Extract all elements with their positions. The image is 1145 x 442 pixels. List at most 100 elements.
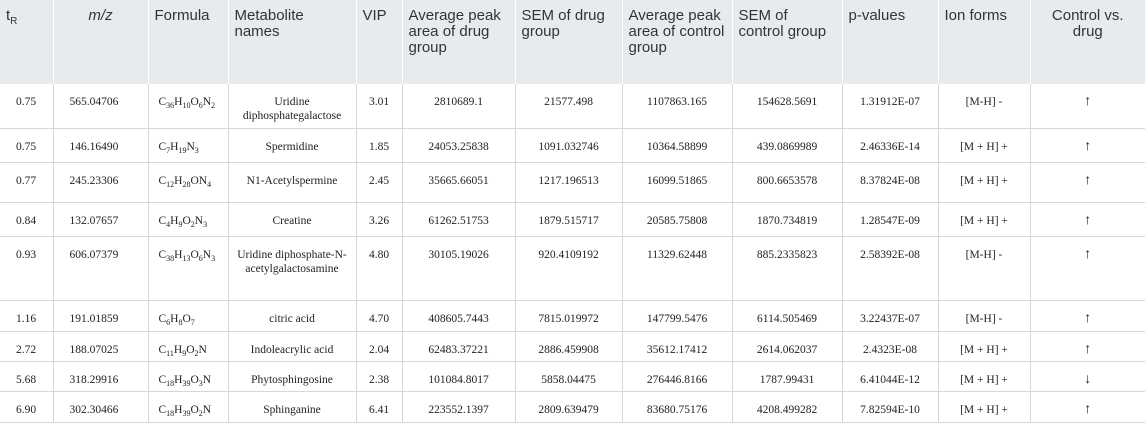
cell-retention-time: 6.90 <box>0 391 53 423</box>
table-row: 1.16 191.01859 C6H8O7 citric acid 4.70 408605… <box>0 300 1145 332</box>
cell-p-value: 2.4323E-08 <box>841 331 938 362</box>
cell-retention-time: 0.93 <box>0 236 53 301</box>
cell-direction-arrow: ↑ <box>1029 128 1145 163</box>
cell-formula: C18H39O3N <box>147 361 228 392</box>
formula-subscript: 39 <box>182 378 191 388</box>
cell-metabolite-name: Uridine diphosphate-N-acetylgalactosamin… <box>227 236 356 301</box>
cell-avg-control: 147799.5476 <box>621 300 732 332</box>
cell-avg-control: 1107863.165 <box>621 84 732 129</box>
formula-element: C <box>158 214 167 227</box>
cell-metabolite-name: Spermidine <box>227 128 356 163</box>
formula-element: C <box>158 174 167 187</box>
cell-ion-form: [M + H] + <box>937 162 1030 203</box>
cell-vip: 4.80 <box>355 236 402 301</box>
cell-sem-control: 154628.5691 <box>731 84 842 129</box>
cell-vip: 1.85 <box>355 128 402 163</box>
formula-element: C <box>158 403 167 416</box>
cell-ion-form: [M + H] + <box>937 331 1030 362</box>
cell-avg-control: 16099.51865 <box>621 162 732 203</box>
cell-direction-arrow: ↑ <box>1029 236 1145 301</box>
cell-retention-time: 0.75 <box>0 84 53 129</box>
cell-direction-arrow: ↑ <box>1029 300 1145 332</box>
formula-element: O <box>190 248 199 261</box>
cell-formula: C11H9O2N <box>147 331 228 362</box>
formula-subscript: 7 <box>190 317 195 327</box>
cell-sem-control: 4208.499282 <box>731 391 842 423</box>
header-sem-control: SEM of control group <box>731 0 842 84</box>
table-row: 6.90 302.30466 C18H39O2N Sphinganine 6.41 223… <box>0 391 1145 423</box>
cell-sem-drug: 1091.032746 <box>514 128 622 163</box>
header-mz: m/z <box>52 0 148 84</box>
cell-p-value: 6.41044E-12 <box>841 361 938 392</box>
cell-mz: 606.07379 <box>52 236 148 301</box>
cell-avg-drug: 62483.37221 <box>401 331 515 362</box>
formula-element: H <box>174 96 183 108</box>
cell-metabolite-name: Uridine diphosphategalactose <box>227 84 356 129</box>
formula-element: H <box>174 174 183 187</box>
cell-direction-arrow: ↑ <box>1029 202 1145 237</box>
cell-ion-form: [M + H] + <box>937 128 1030 163</box>
cell-sem-control: 1870.734819 <box>731 202 842 237</box>
cell-avg-control: 35612.17412 <box>621 331 732 362</box>
cell-avg-drug: 61262.51753 <box>401 202 515 237</box>
cell-sem-drug: 5858.04475 <box>514 361 622 392</box>
formula-subscript: 2 <box>198 408 203 418</box>
header-avg-drug: Average peak area of drug group <box>401 0 515 84</box>
header-metabolite-names: Metabolite names <box>227 0 356 84</box>
header-ion-forms: Ion forms <box>937 0 1030 84</box>
cell-sem-drug: 2809.639479 <box>514 391 622 423</box>
cell-sem-drug: 7815.019972 <box>514 300 622 332</box>
cell-avg-drug: 408605.7443 <box>401 300 515 332</box>
formula-element: C <box>158 96 167 108</box>
formula-element: N <box>186 140 195 153</box>
cell-sem-drug: 1879.515717 <box>514 202 622 237</box>
cell-avg-drug: 223552.1397 <box>401 391 515 423</box>
formula-element: H <box>174 248 183 261</box>
header-formula: Formula <box>147 0 228 84</box>
formula-element: O <box>190 403 199 416</box>
cell-formula: C7H19N3 <box>147 128 228 163</box>
header-control-vs-drug: Control vs. drug <box>1029 0 1145 84</box>
formula-element: N <box>202 403 212 416</box>
cell-retention-time: 2.72 <box>0 331 53 362</box>
cell-vip: 2.04 <box>355 331 402 362</box>
table-row: 0.84 132.07657 C4H9O2N3 Creatine 3.26 61262.5… <box>0 202 1145 237</box>
cell-ion-form: [M + H] + <box>937 361 1030 392</box>
formula-subscript: 13 <box>182 253 191 263</box>
cell-avg-control: 83680.75176 <box>621 391 732 423</box>
formula-element: C <box>158 312 167 325</box>
cell-mz: 565.04706 <box>52 84 148 129</box>
formula-element: H <box>173 343 183 356</box>
formula-element: C <box>158 140 167 153</box>
formula-element: O <box>190 373 199 386</box>
cell-retention-time: 0.77 <box>0 162 53 203</box>
formula-element: N <box>194 214 204 227</box>
cell-mz: 318.29916 <box>52 361 148 392</box>
cell-sem-control: 2614.062037 <box>731 331 842 362</box>
cell-retention-time: 0.84 <box>0 202 53 237</box>
header-vip: VIP <box>355 0 402 84</box>
cell-p-value: 1.31912E-07 <box>841 84 938 129</box>
header-retention-time: tR <box>6 7 18 27</box>
cell-avg-control: 10364.58899 <box>621 128 732 163</box>
formula-subscript: 19 <box>178 145 187 155</box>
formula-element: C <box>158 248 167 261</box>
formula-element: H <box>174 373 183 386</box>
header-sem-drug: SEM of drug group <box>514 0 622 84</box>
cell-mz: 302.30466 <box>52 391 148 423</box>
formula-subscript: 10 <box>182 101 191 110</box>
formula-subscript: 7 <box>166 145 171 155</box>
cell-avg-control: 11329.62448 <box>621 236 732 301</box>
cell-avg-drug: 101084.8017 <box>401 361 515 392</box>
cell-vip: 3.01 <box>355 84 402 129</box>
formula-subscript: 6 <box>166 317 171 327</box>
table-row: 0.93 606.07379 C38H13O6N3 Uridine diphospha… <box>0 236 1145 301</box>
formula-subscript: 18 <box>166 378 175 388</box>
formula-subscript: 39 <box>182 408 191 418</box>
table-row: 0.75 146.16490 C7H19N3 Spermidine 1.85 24053.… <box>0 128 1145 163</box>
cell-direction-arrow: ↑ <box>1029 84 1145 129</box>
table-row: 2.72 188.07025 C11H9O2N Indoleacrylic acid 2… <box>0 331 1145 362</box>
header-row: tR m/z Formula Metabolite names VIP Aver… <box>0 0 1145 84</box>
table-row: 5.68 318.29916 C18H39O3N Phytosphingosine 2.… <box>0 361 1145 392</box>
cell-avg-drug: 2810689.1 <box>401 84 515 129</box>
